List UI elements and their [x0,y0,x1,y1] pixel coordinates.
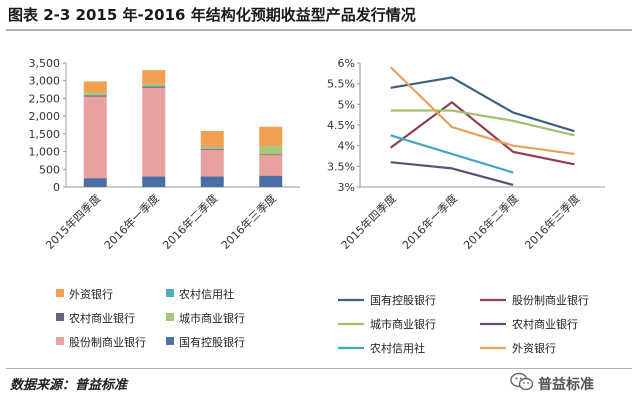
legend-label: 城市商业银行 [179,311,245,325]
legend-label: 农村商业银行 [512,317,578,331]
watermark-text: 普益标准 [538,377,594,393]
x-tick-label: 2016年一季度 [399,191,460,252]
y-tick-label: 3% [338,181,355,194]
bar-segment [142,84,166,87]
wechat-icon [510,372,534,391]
y-tick-label: 4.5% [327,119,355,132]
bar-segment [83,178,107,187]
legend-label: 农村信用社 [370,341,425,355]
bar-segment [83,96,107,179]
y-tick-label: 6% [338,57,355,70]
bar-segment [142,86,166,88]
series-line [389,66,575,156]
y-tick-label: 3,000 [29,75,61,88]
legend-label: 农村商业银行 [69,311,135,325]
footer-divider [6,368,632,369]
legend-swatch [166,289,174,297]
bar-segment [83,81,107,93]
x-tick-label: 2016年三季度 [522,191,583,252]
legend-label: 城市商业银行 [370,317,436,331]
bar-segment [142,87,166,177]
x-tick-label: 2016年一季度 [101,191,162,252]
y-tick-label: 0 [53,181,60,194]
y-tick-label: 3,500 [29,57,61,70]
series-line [390,161,514,186]
page-title: 图表 2-3 2015 年-2016 年结构化预期收益型产品发行情况 [8,6,416,24]
bar-segment [200,131,224,147]
y-tick-label: 2,500 [29,92,61,105]
y-tick-label: 5% [338,98,355,111]
bar-segment [259,126,283,147]
series-line [390,76,575,133]
x-tick-label: 2016年二季度 [460,191,521,252]
bar-segment [142,176,166,187]
bar-segment [200,147,224,149]
y-tick-label: 2,000 [29,110,61,123]
bar-segment [200,148,224,150]
legend-label: 国有控股银行 [370,293,436,307]
stacked-bar-chart: 0 500 1,000 1,500 2,000 2,500 3,000 3,500 2015年四… [29,57,300,349]
bar-segment [200,149,224,177]
legend-label: 外资银行 [69,287,113,301]
bar-segment [142,70,166,84]
y-tick-label: 5.5% [327,78,355,91]
y-tick-label: 1,000 [29,146,61,159]
series-line [390,109,575,137]
legend-swatch [56,289,64,297]
source-note: 数据来源：普益标准 [10,378,128,393]
y-tick-label: 3.5% [327,160,355,173]
line-chart: 3%3.5%4%4.5%5%5.5%6%2015年四季度 2016年一季度 2016… [327,57,605,355]
bar-segment [259,146,283,155]
bar-segment [259,175,283,187]
series-line [390,134,514,174]
y-tick-label: 4% [338,140,355,153]
x-tick-label: 2016年二季度 [160,191,221,252]
bar-segment [83,93,107,96]
x-tick-label: 2015年四季度 [338,191,399,252]
title-divider [6,29,632,31]
bar-segment [200,176,224,187]
legend-swatch [56,313,64,321]
x-tick-label: 2015年四季度 [43,191,104,252]
legend-label: 股份制商业银行 [69,335,146,349]
bar-segment [259,154,283,156]
legend-label: 外资银行 [512,341,556,355]
x-tick-label: 2016年三季度 [218,191,279,252]
bar-segment [83,95,107,97]
legend-label: 股份制商业银行 [512,293,589,307]
series-line [389,101,575,166]
legend-swatch [166,313,174,321]
legend-label: 国有控股银行 [179,335,245,349]
bar-segment [259,155,283,176]
legend-swatch [56,337,64,345]
legend-swatch [166,337,174,345]
legend-label: 农村信用社 [179,287,234,301]
y-tick-label: 1,500 [29,128,61,141]
y-tick-label: 500 [39,163,60,176]
